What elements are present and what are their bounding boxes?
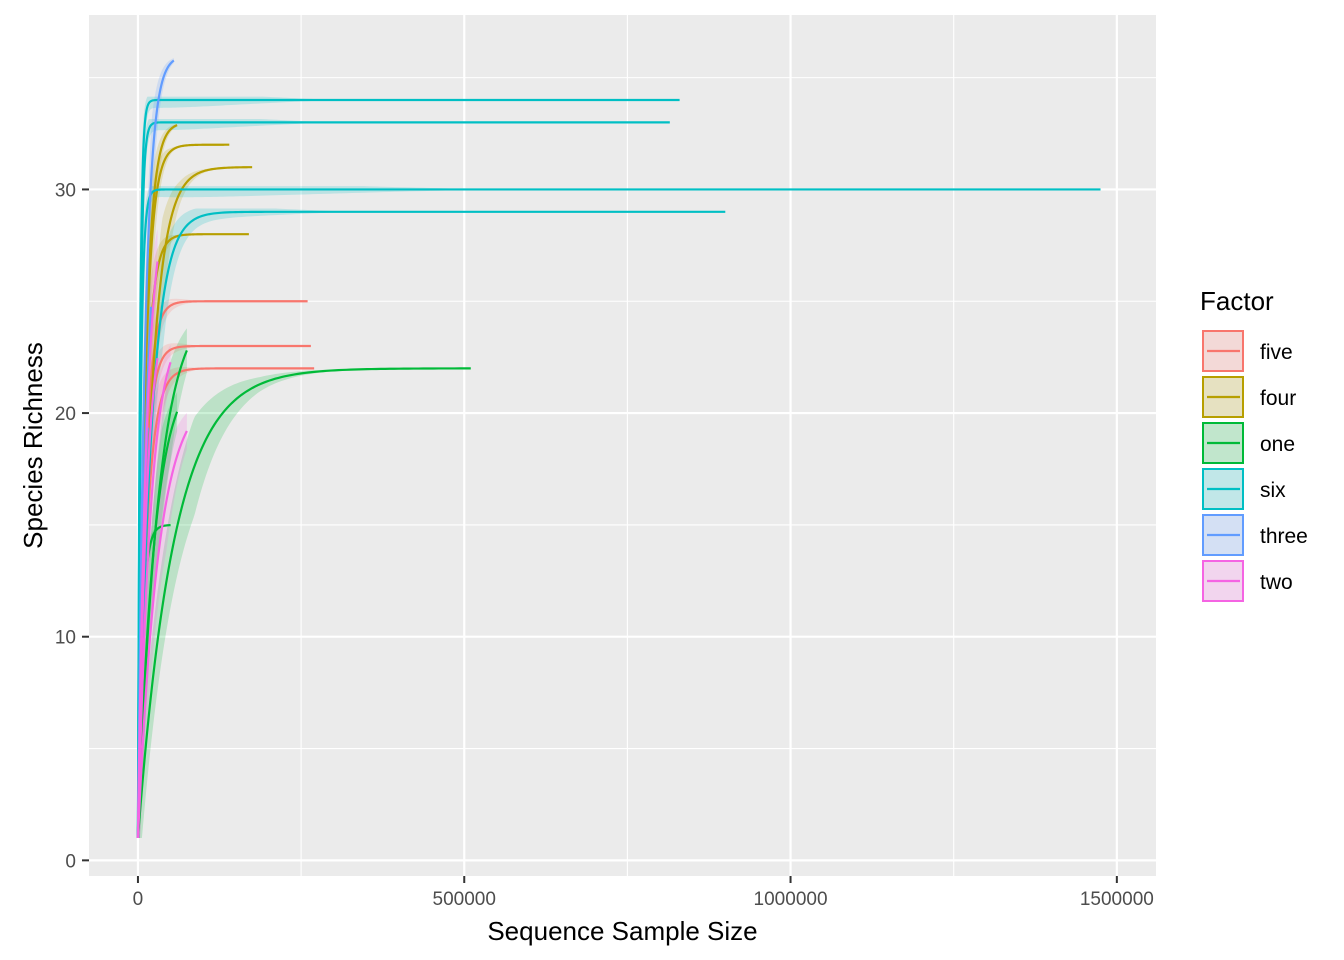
y-tick-label: 30 bbox=[55, 180, 76, 201]
x-axis: 0 500000 1000000 1500000 bbox=[133, 876, 1154, 910]
y-axis: 0 10 20 30 bbox=[55, 180, 89, 872]
legend-title: Factor bbox=[1200, 286, 1274, 316]
ribbon-one bbox=[137, 328, 187, 838]
curve-six bbox=[136, 121, 670, 838]
y-tick-label: 20 bbox=[55, 404, 76, 425]
plot-panel bbox=[89, 15, 1156, 876]
x-axis-title: Sequence Sample Size bbox=[487, 916, 757, 946]
x-tick-label: 0 bbox=[133, 889, 144, 910]
x-tick-label: 1500000 bbox=[1080, 889, 1154, 910]
legend-label-four: four bbox=[1260, 387, 1296, 410]
y-tick-label: 0 bbox=[65, 851, 76, 872]
legend-label-six: six bbox=[1260, 479, 1286, 502]
ribbon-five bbox=[137, 343, 311, 838]
curve-two bbox=[136, 261, 159, 838]
ribbon-five bbox=[137, 367, 315, 838]
x-tick-label: 500000 bbox=[433, 889, 496, 910]
legend-label-one: one bbox=[1260, 433, 1295, 456]
legend-label-three: three bbox=[1260, 525, 1308, 548]
rarefaction-curves bbox=[136, 59, 1101, 839]
legend-label-two: two bbox=[1260, 571, 1293, 594]
y-tick-label: 10 bbox=[55, 628, 76, 649]
y-axis-title: Species Richness bbox=[18, 342, 48, 549]
curve-six bbox=[136, 188, 1101, 838]
legend-label-five: five bbox=[1260, 341, 1293, 364]
legend: Factor five four one six three two bbox=[1200, 286, 1308, 602]
x-tick-label: 1000000 bbox=[754, 889, 828, 910]
